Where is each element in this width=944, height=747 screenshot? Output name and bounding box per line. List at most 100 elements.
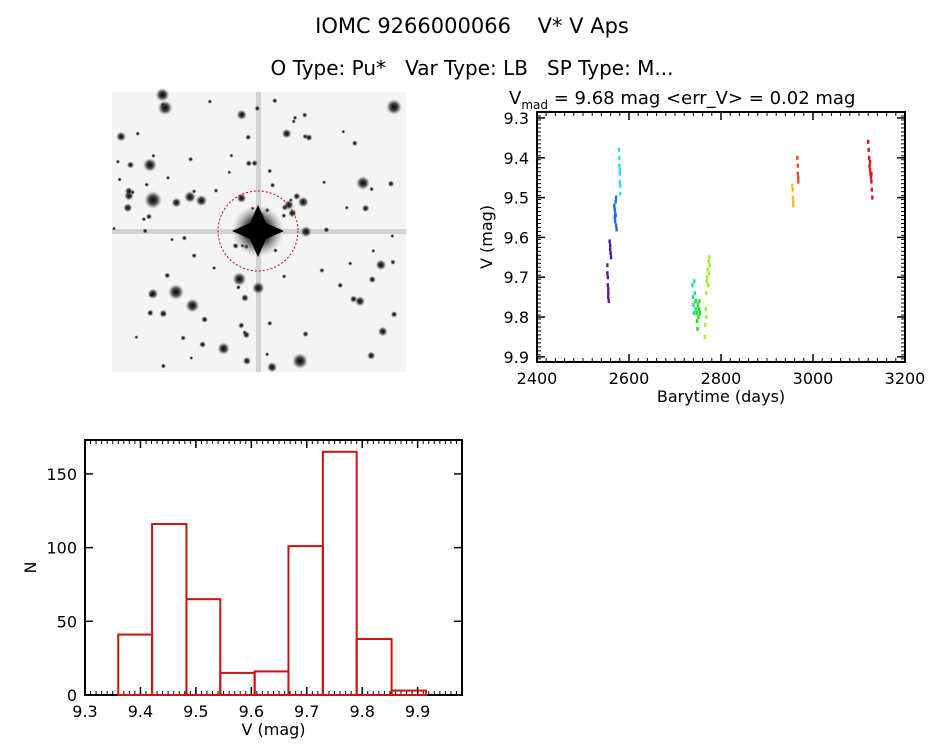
star: [180, 335, 186, 341]
star: [115, 159, 121, 164]
data-point: [613, 203, 616, 208]
plot-frame: [84, 439, 463, 696]
x-tick-label: 9.3: [72, 702, 97, 721]
title-subscript: mad: [521, 98, 548, 112]
data-point: [609, 251, 612, 256]
star: [232, 272, 247, 287]
target-star-core: [232, 205, 284, 257]
star: [266, 362, 278, 373]
star: [272, 98, 278, 104]
data-point: [607, 291, 610, 296]
star: [144, 191, 162, 209]
y-tick-label: 9.8: [504, 308, 529, 327]
data-point: [703, 334, 707, 339]
y-tick-label: 9.5: [504, 189, 529, 208]
data-point: [706, 267, 709, 272]
x-tick-label: 2600: [609, 369, 650, 388]
star: [245, 134, 252, 141]
star: [146, 309, 154, 317]
star: [171, 197, 182, 208]
x-tick-label: 3200: [885, 369, 926, 388]
y-tick-label: 150: [46, 465, 77, 484]
star: [288, 198, 293, 203]
y-tick-label: 9.6: [504, 228, 529, 247]
star: [283, 199, 294, 210]
data-point: [608, 243, 612, 248]
star: [159, 309, 168, 318]
data-point: [691, 295, 695, 300]
x-tick-label: 3000: [793, 369, 834, 388]
data-point: [869, 175, 873, 180]
star: [341, 129, 346, 134]
data-point: [617, 147, 621, 152]
x-axis-label: Barytime (days): [657, 387, 785, 406]
star: [134, 335, 139, 340]
data-point: [606, 263, 609, 268]
y-axis-label: V (mag): [477, 205, 496, 269]
x-tick-label: 9.5: [183, 702, 208, 721]
star: [371, 248, 376, 253]
star: [238, 322, 245, 329]
star: [292, 115, 298, 121]
star: [267, 168, 273, 174]
star: [160, 363, 166, 369]
star: [229, 153, 234, 158]
data-point: [704, 322, 707, 327]
data-point: [791, 195, 794, 200]
data-point: [797, 179, 800, 184]
star: [201, 316, 209, 323]
star: [242, 330, 247, 335]
histogram-bar: [117, 633, 154, 696]
data-point: [695, 311, 698, 316]
star: [390, 233, 395, 239]
star: [251, 281, 265, 295]
data-point: [796, 171, 800, 176]
x-tick-label: 9.8: [349, 702, 374, 721]
data-point: [619, 183, 622, 188]
data-point: [614, 223, 618, 228]
star: [116, 131, 127, 142]
data-point: [707, 271, 711, 276]
star: [147, 288, 159, 300]
y-tick-label: 9.3: [504, 109, 529, 128]
histogram-bar: [287, 545, 324, 697]
y-tick-label: 9.4: [504, 149, 529, 168]
chart-title: IOMC 9266000066 V* V Aps: [315, 14, 629, 38]
data-point: [618, 171, 621, 176]
star: [145, 213, 153, 220]
star: [375, 259, 387, 271]
star: [165, 175, 171, 180]
data-point: [693, 279, 696, 284]
star: [126, 161, 135, 169]
title-v: V: [509, 88, 522, 109]
star: [157, 100, 173, 116]
data-point: [871, 195, 874, 200]
star: [387, 180, 395, 187]
star: [112, 226, 116, 231]
data-point: [867, 155, 871, 160]
data-point: [691, 283, 694, 288]
x-tick-label: 9.4: [128, 702, 153, 721]
data-point: [613, 207, 616, 212]
data-point: [870, 171, 873, 176]
data-point: [797, 175, 800, 180]
data-point: [706, 275, 709, 280]
star: [124, 187, 133, 196]
star: [185, 298, 200, 313]
star: [293, 192, 301, 200]
data-point: [708, 263, 712, 268]
star: [322, 180, 327, 185]
data-point: [868, 167, 872, 172]
star: [168, 284, 184, 300]
data-point: [696, 303, 700, 308]
star: [369, 186, 374, 192]
star: [344, 205, 349, 210]
target-circle: [217, 190, 299, 272]
star: [207, 99, 213, 104]
y-tick-label: 9.7: [504, 268, 529, 287]
star: [368, 275, 376, 284]
data-point: [708, 255, 711, 260]
data-point: [607, 299, 610, 304]
data-point: [706, 283, 710, 288]
